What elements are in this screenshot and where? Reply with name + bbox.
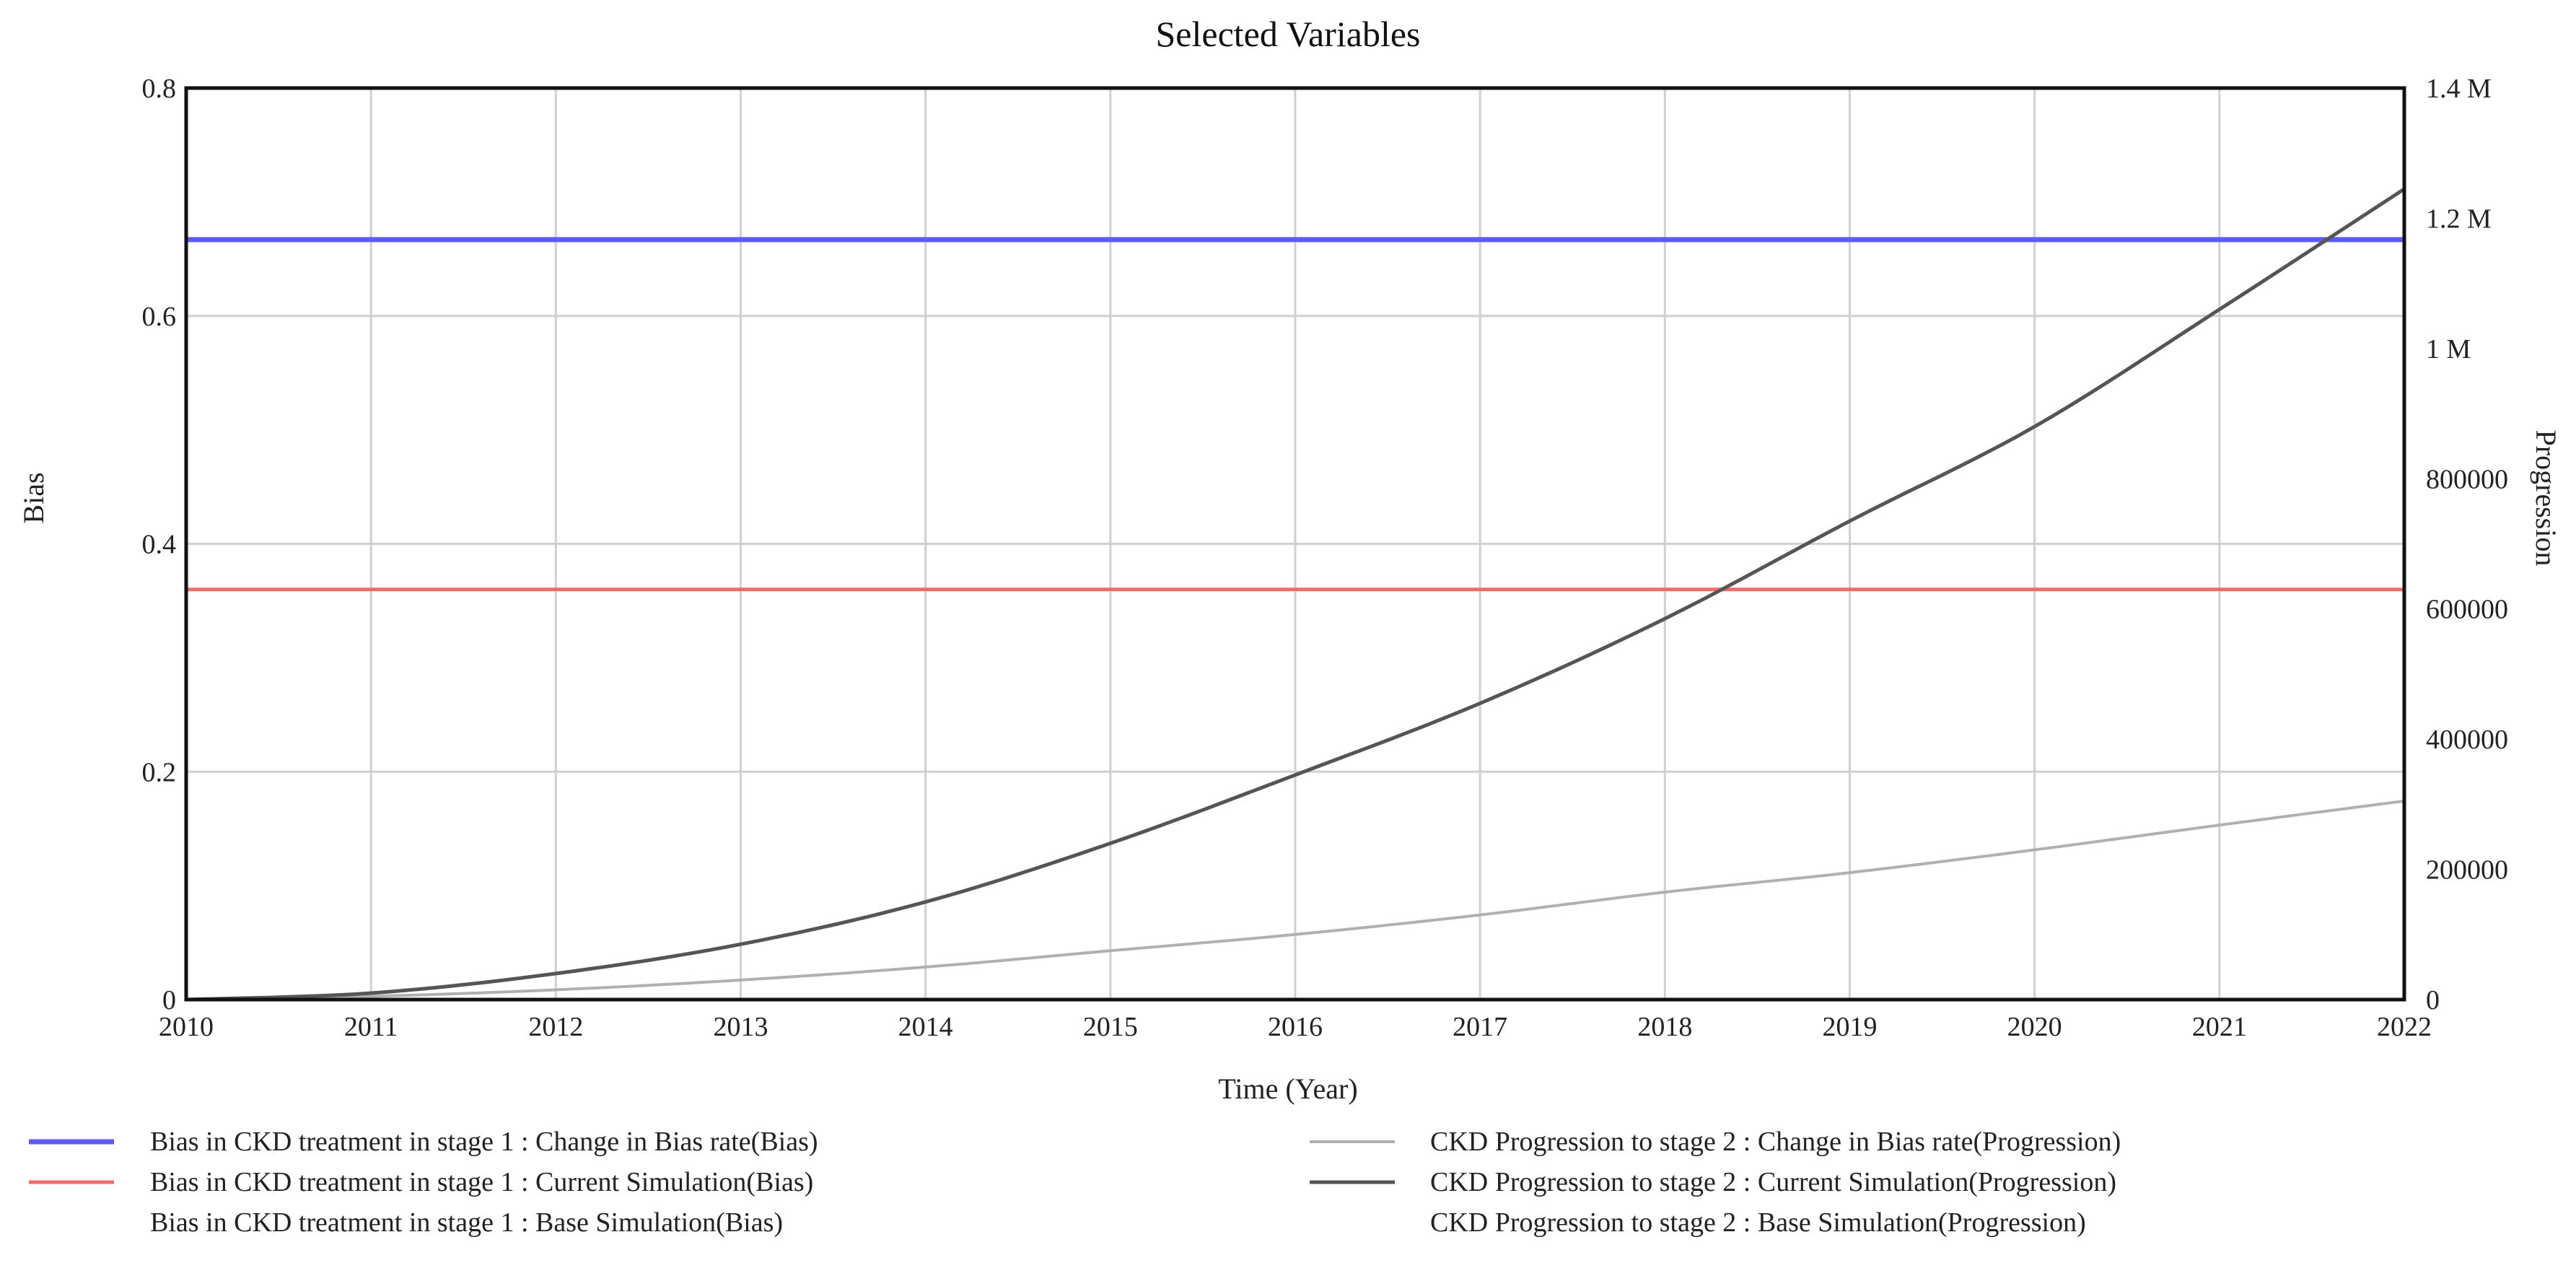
x-axis-label: Time (Year) [1218,1072,1357,1105]
grid [185,87,2406,1001]
y-left-axis-ticks: 0 0.2 0.4 0.6 0.8 [142,74,177,1015]
x-tick-label: 2013 [714,1012,768,1042]
x-tick-label: 2010 [159,1012,214,1042]
series-group [185,187,2406,1002]
legend: Bias in CKD treatment in stage 1 : Chang… [29,1127,2121,1238]
plot-frame [184,86,2406,1002]
legend-label-3: CKD Progression to stage 2 : Change in B… [1430,1127,2121,1157]
y-right-tick-label: 1 M [2426,334,2471,364]
y-right-axis-label: Progression [2530,430,2562,567]
y-right-tick-label: 200000 [2426,855,2508,886]
x-tick-label: 2018 [1637,1012,1692,1042]
legend-label-1: Bias in CKD treatment in stage 1 : Curre… [150,1167,813,1197]
series-line-4 [185,187,2406,1002]
y-right-tick-label: 1.4 M [2426,74,2492,104]
x-tick-label: 2016 [1268,1012,1323,1042]
x-tick-label: 2015 [1083,1012,1138,1042]
legend-label-0: Bias in CKD treatment in stage 1 : Chang… [150,1127,818,1157]
x-tick-label: 2020 [2007,1012,2062,1042]
legend-label-4: CKD Progression to stage 2 : Current Sim… [1430,1167,2116,1197]
y-left-tick-label: 0.6 [142,302,177,332]
x-tick-label: 2017 [1453,1012,1507,1042]
y-left-tick-label: 0.2 [142,757,177,787]
y-left-axis-label: Bias [17,472,50,523]
legend-label-2: Bias in CKD treatment in stage 1 : Base … [150,1207,783,1238]
y-right-tick-label: 800000 [2426,464,2508,494]
x-axis-ticks: 2010 2011 2012 2013 2014 2015 2016 2017 2018 2019… [159,1012,2432,1042]
y-left-tick-label: 0 [162,985,176,1015]
x-tick-label: 2019 [1823,1012,1878,1042]
x-tick-label: 2011 [344,1012,398,1042]
legend-label-5: CKD Progression to stage 2 : Base Simula… [1430,1207,2086,1238]
y-right-tick-label: 0 [2426,985,2440,1015]
x-tick-label: 2012 [528,1012,583,1042]
y-right-tick-label: 1.2 M [2426,204,2492,234]
y-left-tick-label: 0.8 [142,74,177,104]
y-right-tick-label: 600000 [2426,595,2508,625]
y-left-tick-label: 0.4 [142,530,177,560]
y-right-axis-ticks: 0 200000 400000 600000 800000 1 M 1.2 M 1.4 M [2426,74,2508,1015]
x-tick-label: 2021 [2192,1012,2247,1042]
x-tick-label: 2014 [898,1012,953,1042]
x-tick-label: 2022 [2377,1012,2432,1042]
y-right-tick-label: 400000 [2426,725,2508,755]
series-line-3 [185,799,2405,1001]
chart-title: Selected Variables [1156,14,1421,54]
